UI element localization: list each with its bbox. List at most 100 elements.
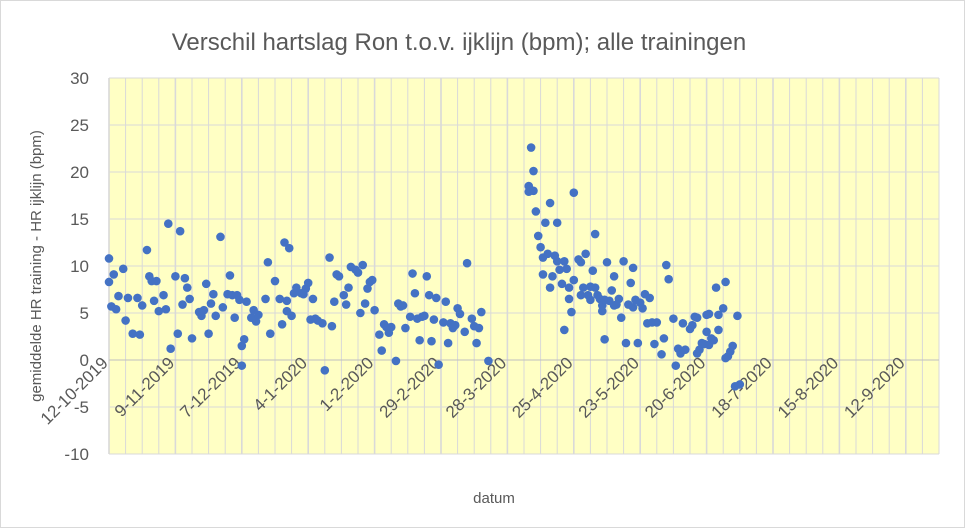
data-point bbox=[377, 346, 387, 355]
data-point bbox=[339, 290, 349, 300]
data-point bbox=[650, 339, 659, 349]
y-tick-label: 5 bbox=[80, 304, 89, 323]
data-point bbox=[375, 330, 384, 339]
data-point bbox=[329, 297, 339, 307]
data-point bbox=[628, 303, 638, 312]
data-point bbox=[135, 330, 145, 339]
data-point bbox=[121, 316, 130, 325]
data-point bbox=[218, 303, 228, 312]
y-tick-label: -10 bbox=[64, 445, 89, 464]
data-point bbox=[282, 296, 292, 306]
data-point bbox=[645, 293, 654, 303]
data-point bbox=[467, 314, 477, 323]
data-point bbox=[137, 301, 147, 310]
data-point bbox=[560, 325, 569, 335]
data-point bbox=[166, 344, 175, 354]
data-point bbox=[270, 276, 280, 286]
data-point bbox=[555, 265, 564, 275]
data-point bbox=[154, 306, 164, 316]
data-point bbox=[187, 334, 197, 343]
data-point bbox=[284, 243, 294, 253]
y-tick-label: 20 bbox=[70, 163, 89, 182]
data-point bbox=[472, 338, 481, 348]
data-point bbox=[586, 295, 595, 305]
data-point bbox=[688, 320, 697, 330]
data-point bbox=[721, 277, 730, 287]
data-point bbox=[616, 313, 626, 323]
data-point bbox=[531, 207, 541, 216]
data-point bbox=[638, 304, 647, 313]
data-point bbox=[209, 289, 218, 299]
data-point bbox=[564, 294, 574, 304]
data-point bbox=[671, 361, 681, 370]
data-point bbox=[590, 283, 600, 292]
data-point bbox=[669, 314, 678, 323]
data-point bbox=[552, 257, 562, 266]
data-point bbox=[277, 319, 287, 329]
data-point bbox=[567, 307, 576, 317]
data-point bbox=[548, 272, 557, 281]
data-point bbox=[206, 299, 216, 308]
data-point bbox=[614, 294, 624, 304]
data-point bbox=[541, 218, 550, 228]
data-point bbox=[118, 264, 128, 274]
data-point bbox=[424, 290, 434, 300]
data-point bbox=[578, 283, 588, 292]
data-point bbox=[104, 254, 114, 263]
data-point bbox=[235, 295, 244, 305]
data-point bbox=[308, 294, 318, 304]
y-tick-label: -5 bbox=[74, 398, 89, 417]
data-point bbox=[569, 275, 579, 285]
y-tick-label: 15 bbox=[70, 210, 89, 229]
data-point bbox=[128, 329, 138, 338]
data-point bbox=[415, 335, 424, 345]
data-point bbox=[142, 245, 152, 255]
data-point bbox=[609, 272, 619, 281]
data-point bbox=[678, 319, 688, 328]
data-point bbox=[659, 334, 669, 343]
data-point bbox=[239, 335, 249, 344]
data-point bbox=[401, 323, 410, 333]
data-point bbox=[358, 260, 368, 270]
data-point bbox=[303, 278, 313, 288]
data-point bbox=[360, 299, 370, 308]
data-point bbox=[529, 166, 538, 176]
data-point bbox=[370, 305, 379, 315]
data-point bbox=[533, 231, 543, 241]
data-point bbox=[628, 263, 638, 273]
data-point bbox=[450, 320, 460, 330]
data-point bbox=[714, 310, 723, 320]
data-point bbox=[460, 327, 470, 337]
data-point bbox=[398, 301, 408, 310]
data-point bbox=[123, 293, 133, 303]
data-point bbox=[114, 291, 123, 301]
data-point bbox=[718, 304, 728, 313]
data-point bbox=[588, 266, 598, 276]
data-point bbox=[680, 345, 690, 354]
data-point bbox=[455, 309, 465, 319]
data-point bbox=[230, 313, 239, 323]
data-point bbox=[344, 283, 353, 292]
data-point bbox=[263, 257, 273, 267]
data-point bbox=[242, 297, 251, 307]
data-point bbox=[211, 311, 221, 321]
data-point bbox=[434, 360, 443, 370]
data-point bbox=[431, 293, 441, 303]
data-point bbox=[569, 188, 579, 197]
data-point bbox=[692, 313, 702, 323]
data-point bbox=[161, 304, 171, 314]
data-point bbox=[327, 321, 337, 331]
data-point bbox=[600, 335, 609, 344]
data-point bbox=[254, 310, 263, 320]
data-point bbox=[178, 300, 187, 309]
data-point bbox=[733, 311, 742, 321]
data-point bbox=[318, 319, 327, 328]
data-point bbox=[292, 283, 301, 292]
x-tick-label: 12-10-2019 bbox=[37, 353, 112, 428]
data-point bbox=[410, 288, 420, 298]
data-point bbox=[320, 366, 330, 375]
data-point bbox=[408, 269, 417, 278]
data-point bbox=[109, 270, 119, 279]
data-point bbox=[619, 257, 628, 266]
y-tick-label: 10 bbox=[70, 257, 89, 276]
